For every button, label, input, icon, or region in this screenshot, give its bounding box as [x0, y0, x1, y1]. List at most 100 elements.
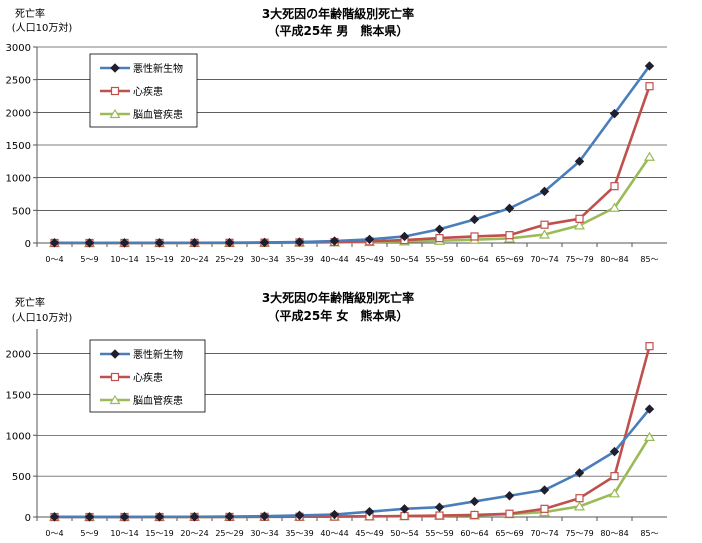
data-point: [645, 342, 654, 351]
data-point: [364, 234, 375, 245]
data-point: [574, 156, 585, 167]
x-tick-label: 5～9: [80, 255, 98, 264]
data-point: [608, 202, 621, 212]
legend-marker: [110, 372, 120, 382]
data-point: [540, 220, 549, 229]
x-tick-label: 60～64: [460, 255, 488, 264]
data-point: [259, 237, 270, 248]
data-point: [84, 512, 95, 522]
data-point: [643, 431, 656, 441]
data-point: [119, 512, 130, 522]
data-point: [538, 229, 551, 239]
legend-item: 脳血管疾患: [100, 108, 183, 121]
x-tick-label: 85～: [640, 529, 658, 538]
y-tick-label: 500: [12, 472, 31, 483]
data-point: [84, 238, 95, 248]
series-line: [54, 408, 651, 519]
x-tick-label: 10～14: [110, 255, 138, 264]
data-point: [189, 512, 200, 522]
x-tick-label: 45～49: [355, 529, 383, 538]
y-tick-label: 500: [12, 206, 31, 217]
legend-marker: [110, 86, 120, 96]
x-tick-label: 75～79: [565, 255, 593, 264]
x-tick-label: 35～39: [285, 255, 313, 264]
data-point: [119, 238, 130, 248]
legend-label: 悪性新生物: [133, 62, 183, 75]
data-point: [574, 468, 585, 478]
data-point: [399, 231, 410, 242]
data-point: [294, 510, 305, 521]
x-tick-label: 15～19: [145, 529, 173, 538]
x-tick-label: 75～79: [565, 529, 593, 538]
data-point: [470, 510, 479, 520]
legend-label: 脳血管疾患: [133, 108, 183, 121]
y-tick-label: 1000: [6, 174, 31, 185]
data-point: [610, 182, 619, 191]
data-point: [573, 501, 586, 511]
x-tick-label: 85～: [640, 255, 658, 264]
legend-label: 心疾患: [133, 85, 163, 98]
chart-1: 3大死因の年齢階級別死亡率 （平成25年 男 熊本県） 死亡率(人口10万対) 0 50…: [6, 6, 667, 264]
data-point: [539, 186, 550, 197]
chart-2: 3大死因の年齢階級別死亡率 （平成25年 女 熊本県） 死亡率 (人口10万対) 0 50…: [6, 290, 667, 538]
y-tick-label: 0: [25, 239, 31, 250]
data-point: [154, 238, 165, 248]
x-tick-label: 55～59: [425, 255, 453, 264]
data-point: [294, 237, 305, 247]
chart-title: 3大死因の年齢階級別死亡率: [262, 6, 414, 21]
data-point: [189, 238, 200, 248]
legend-item: 脳血管疾患: [100, 394, 183, 407]
x-tick-label: 20～24: [180, 529, 208, 538]
x-tick-label: 25～29: [215, 529, 243, 538]
x-tick-label: 80～84: [600, 529, 628, 538]
x-tick-label: 50～54: [390, 529, 418, 538]
y-tick-label: 0: [25, 513, 31, 524]
x-tick-label: 30～34: [250, 529, 278, 538]
x-tick-label: 10～14: [110, 529, 138, 538]
data-point: [575, 494, 584, 503]
legend-label: 悪性新生物: [133, 348, 183, 361]
y-tick-label: 3000: [6, 43, 31, 54]
data-point: [505, 509, 514, 518]
x-tick-label: 0～4: [45, 529, 63, 538]
y-axis-unit: (人口10万対): [12, 311, 73, 324]
data-point: [575, 214, 584, 223]
x-tick-label: 35～39: [285, 529, 313, 538]
data-point: [435, 511, 444, 520]
y-axis-label: 死亡率: [15, 296, 45, 309]
legend-item: 心疾患: [100, 85, 163, 98]
legend-item: 悪性新生物: [100, 62, 183, 75]
series-3: [48, 151, 656, 248]
data-point: [49, 512, 60, 522]
data-point: [609, 108, 620, 119]
legend-item: 悪性新生物: [100, 348, 183, 361]
legend-item: 心疾患: [100, 371, 163, 384]
data-point: [224, 511, 235, 522]
data-point: [399, 504, 410, 514]
series-line: [54, 156, 651, 245]
data-point: [644, 61, 655, 71]
y-tick-label: 1500: [6, 390, 31, 401]
x-tick-label: 50～54: [390, 255, 418, 264]
x-tick-label: 65～69: [495, 255, 523, 264]
x-tick-label: 40～44: [320, 529, 348, 538]
data-point: [540, 504, 549, 513]
data-point: [504, 491, 515, 501]
legend-marker: [109, 108, 121, 119]
data-point: [364, 506, 375, 517]
data-point: [608, 488, 621, 498]
x-tick-label: 65～69: [495, 529, 523, 538]
x-tick-label: 25～29: [215, 255, 243, 264]
x-tick-label: 80～84: [600, 255, 628, 264]
data-point: [643, 151, 656, 161]
series-1: [49, 404, 655, 522]
legend-label: 脳血管疾患: [133, 394, 183, 407]
data-point: [224, 237, 235, 248]
x-tick-label: 30～34: [250, 255, 278, 264]
x-tick-label: 70～74: [530, 255, 558, 264]
data-point: [154, 512, 165, 522]
data-point: [329, 509, 340, 520]
data-point: [259, 511, 270, 521]
